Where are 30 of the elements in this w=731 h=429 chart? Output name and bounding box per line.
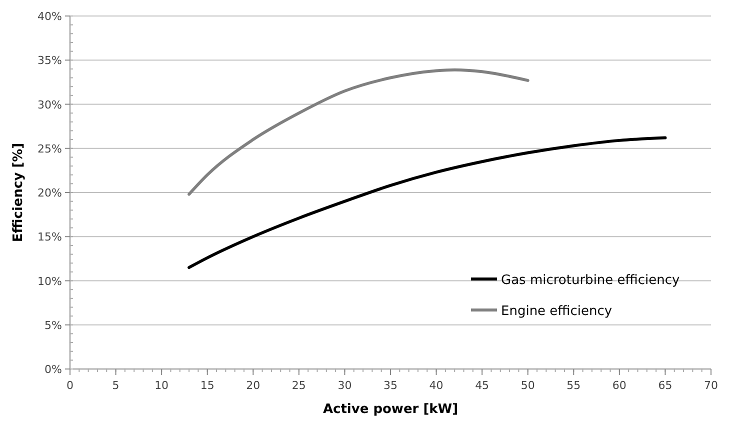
y-tick-label: 0% [44,363,62,376]
x-tick-label: 55 [566,379,581,392]
y-tick-label: 10% [38,274,62,288]
x-tick-label: 60 [612,379,626,392]
x-axis-title: Active power [kW] [322,402,458,417]
y-tick-label: 20% [38,186,62,200]
x-tick-label: 20 [246,379,260,392]
x-tick-label: 65 [658,379,672,392]
x-tick-label: 25 [292,379,306,392]
x-tick-label: 45 [475,379,490,392]
x-tick-label: 35 [384,379,398,392]
x-tick-label: 5 [112,379,120,392]
y-tick-label: 40% [38,10,62,23]
y-tick-label: 35% [38,54,62,68]
x-tick-label: 40 [429,379,444,392]
x-tick-label: 70 [704,379,718,392]
x-tick-label: 50 [520,379,535,392]
x-tick-label: 30 [338,379,352,392]
x-tick-label: 15 [200,379,214,392]
y-axis-title: Efficiency [%] [11,142,26,242]
line-series [188,68,530,196]
y-tick-label: 30% [38,98,62,112]
x-tick-label: 10 [154,379,169,392]
y-tick-label: 25% [38,142,62,156]
y-tick-label: 15% [38,230,62,244]
legend-label: Gas microturbine efficiency [501,273,680,288]
x-tick-label: 0 [66,379,74,392]
y-tick-label: 5% [44,318,62,332]
legend-label: Engine efficiency [501,304,612,319]
line-series [188,136,667,270]
